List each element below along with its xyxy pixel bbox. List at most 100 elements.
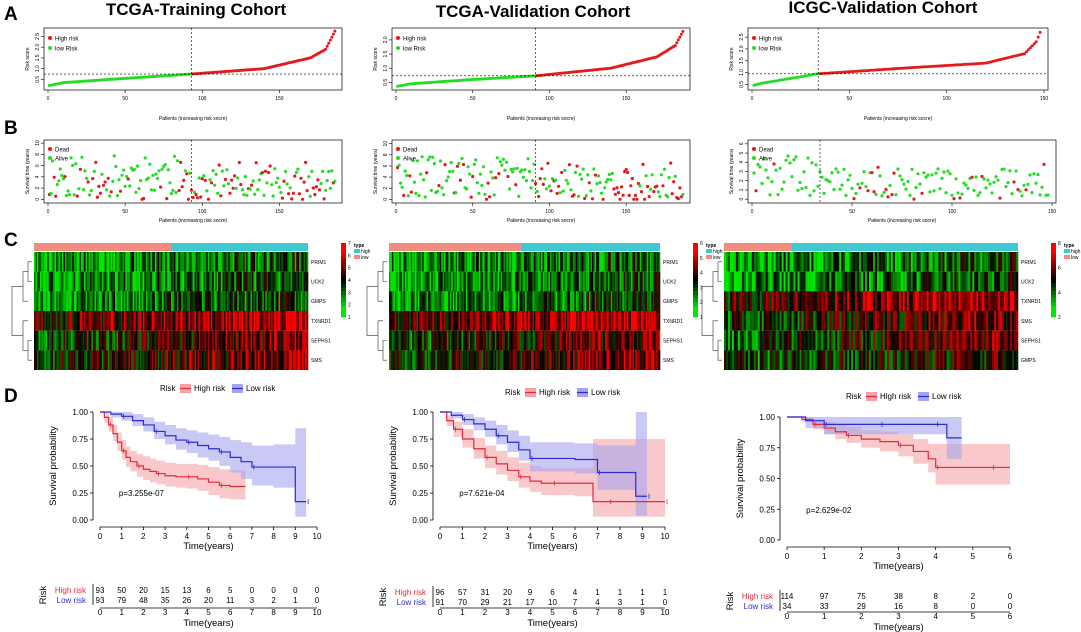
heatmap-cell bbox=[431, 350, 433, 370]
heatmap-cell bbox=[835, 311, 838, 331]
heatmap-cell bbox=[302, 330, 304, 351]
heatmap-cell bbox=[172, 330, 175, 351]
heatmap-cell bbox=[513, 252, 516, 272]
heatmap-cell bbox=[56, 252, 58, 272]
heatmap-cell bbox=[607, 252, 610, 272]
heatmap-cell bbox=[92, 311, 95, 331]
heatmap-cell bbox=[825, 350, 828, 370]
dendrogram-branch bbox=[382, 340, 387, 361]
heatmap-cell bbox=[827, 252, 830, 272]
color-scale-step bbox=[341, 261, 346, 266]
heatmap-cell bbox=[625, 311, 627, 331]
heatmap-cell bbox=[265, 291, 268, 311]
heatmap-cell bbox=[863, 311, 866, 331]
heatmap-cell bbox=[53, 350, 55, 370]
heatmap-cell bbox=[777, 252, 780, 272]
heatmap-cell bbox=[581, 252, 584, 272]
y-tick-label: 10 bbox=[35, 140, 41, 146]
risk-table-x-tick-label: 2 bbox=[859, 612, 864, 621]
heatmap-cell bbox=[294, 330, 297, 351]
color-scale-step bbox=[693, 309, 698, 314]
heatmap-cell bbox=[853, 350, 856, 370]
heatmap-cell bbox=[872, 291, 876, 311]
heatmap-cell bbox=[729, 271, 733, 292]
heatmap-cell bbox=[785, 252, 788, 272]
heatmap-cell bbox=[464, 330, 467, 351]
heatmap-cell bbox=[494, 252, 497, 272]
heatmap-cell bbox=[638, 291, 641, 311]
heatmap-cell bbox=[178, 252, 181, 272]
heatmap-cell bbox=[583, 291, 585, 311]
status-point-dead bbox=[402, 193, 406, 197]
heatmap-cell bbox=[938, 311, 941, 331]
heatmap-cell bbox=[203, 311, 206, 331]
heatmap-cell bbox=[172, 291, 175, 311]
heatmap-cell bbox=[228, 271, 231, 292]
heatmap-cell bbox=[268, 252, 270, 272]
status-point-alive bbox=[604, 180, 608, 184]
heatmap-cell bbox=[548, 330, 551, 351]
heatmap-cell bbox=[610, 311, 613, 331]
heatmap-cell bbox=[305, 252, 307, 272]
heatmap-cell bbox=[226, 252, 229, 272]
heatmap-cell bbox=[747, 350, 751, 370]
heatmap-cell bbox=[536, 271, 539, 292]
heatmap-cell bbox=[82, 350, 85, 370]
heatmap-cell bbox=[753, 252, 757, 272]
heatmap-cell bbox=[154, 252, 157, 272]
status-point-alive bbox=[115, 194, 119, 198]
heatmap-cell bbox=[586, 311, 588, 331]
status-point-alive bbox=[656, 190, 661, 194]
heatmap-cell bbox=[238, 330, 241, 351]
heatmap-cell bbox=[493, 252, 496, 272]
status-point-alive bbox=[176, 159, 180, 163]
heatmap-cell bbox=[541, 311, 543, 331]
heatmap-cell bbox=[389, 350, 391, 370]
heatmap-cell bbox=[859, 252, 862, 272]
risk-table-x-tick-label: 4 bbox=[185, 608, 190, 617]
heatmap-cell bbox=[536, 291, 539, 311]
status-point-dead bbox=[506, 174, 510, 179]
heatmap-cell bbox=[471, 252, 474, 272]
heatmap-cell bbox=[632, 271, 635, 292]
status-point-alive bbox=[143, 156, 147, 160]
heatmap-cell bbox=[894, 271, 898, 292]
heatmap-cell bbox=[583, 311, 585, 331]
heatmap-cell bbox=[175, 291, 178, 311]
heatmap-cell bbox=[831, 311, 834, 331]
heatmap-cell bbox=[964, 330, 967, 351]
status-point-alive bbox=[994, 175, 998, 179]
status-point-dead bbox=[250, 183, 254, 187]
heatmap-cell bbox=[48, 350, 51, 370]
status-point-dead bbox=[237, 160, 241, 165]
heatmap-cell bbox=[544, 311, 546, 331]
status-point-alive bbox=[188, 171, 192, 175]
heatmap-cell bbox=[831, 252, 834, 272]
heatmap-cell bbox=[797, 350, 800, 370]
heatmap-cell bbox=[294, 311, 297, 331]
heatmap-cell bbox=[502, 291, 504, 311]
heatmap-cell bbox=[173, 252, 176, 272]
heatmap-cell bbox=[610, 252, 613, 272]
heatmap-cell bbox=[990, 271, 993, 292]
status-point-alive bbox=[1018, 189, 1022, 193]
status-point-dead bbox=[627, 193, 631, 197]
heatmap-cell bbox=[733, 291, 737, 311]
heatmap-cell bbox=[184, 350, 187, 370]
status-point-alive bbox=[495, 156, 499, 160]
heatmap-cell bbox=[871, 330, 874, 351]
heatmap-cell bbox=[59, 291, 61, 311]
confidence-band-low-risk bbox=[787, 417, 962, 459]
heatmap-cell bbox=[60, 271, 63, 292]
heatmap-cell bbox=[475, 350, 478, 370]
heatmap-cell bbox=[462, 311, 465, 331]
status-point-alive bbox=[213, 183, 217, 187]
heatmap-cell bbox=[486, 311, 488, 331]
status-point-dead bbox=[615, 186, 619, 190]
heatmap-cell bbox=[557, 252, 559, 272]
heatmap-cell bbox=[577, 311, 580, 331]
heatmap-cell bbox=[497, 330, 500, 351]
heatmap-cell bbox=[444, 330, 446, 351]
heatmap-cell bbox=[154, 311, 157, 331]
heatmap-cell bbox=[59, 271, 61, 292]
